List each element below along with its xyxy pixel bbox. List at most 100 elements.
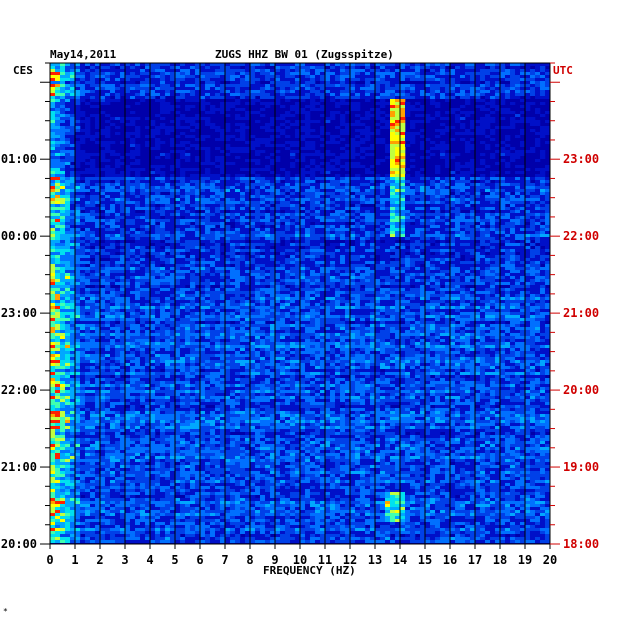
heatmap-cell	[205, 93, 211, 96]
heatmap-cell	[115, 90, 121, 93]
heatmap-cell	[400, 141, 406, 144]
heatmap-cell	[300, 216, 306, 219]
heatmap-cell	[295, 186, 301, 189]
heatmap-cell	[355, 213, 361, 216]
heatmap-cell	[370, 252, 376, 255]
heatmap-cell	[60, 216, 66, 219]
heatmap-cell	[155, 156, 161, 159]
heatmap-cell	[95, 132, 101, 135]
heatmap-cell	[230, 84, 236, 87]
heatmap-cell	[390, 111, 396, 114]
heatmap-cell	[390, 237, 396, 240]
heatmap-cell	[305, 84, 311, 87]
heatmap-cell	[425, 117, 431, 120]
heatmap-cell	[335, 252, 341, 255]
heatmap-cell	[475, 66, 481, 69]
heatmap-cell	[55, 171, 61, 174]
heatmap-cell	[390, 144, 396, 147]
heatmap-cell	[185, 195, 191, 198]
heatmap-cell	[385, 75, 391, 78]
heatmap-cell	[235, 138, 241, 141]
heatmap-cell	[80, 135, 86, 138]
heatmap-cell	[165, 90, 171, 93]
heatmap-cell	[395, 159, 401, 162]
heatmap-cell	[130, 93, 136, 96]
heatmap-cell	[320, 96, 326, 99]
heatmap-cell	[390, 81, 396, 84]
heatmap-cell	[75, 99, 81, 102]
heatmap-cell	[435, 201, 441, 204]
heatmap-cell	[330, 75, 336, 78]
heatmap-cell	[110, 231, 116, 234]
heatmap-cell	[55, 249, 61, 252]
heatmap-cell	[370, 228, 376, 231]
heatmap-cell	[240, 135, 246, 138]
heatmap-cell	[525, 246, 531, 249]
heatmap-cell	[370, 96, 376, 99]
heatmap-cell	[330, 216, 336, 219]
heatmap-cell	[300, 87, 306, 90]
heatmap-cell	[295, 93, 301, 96]
heatmap-cell	[370, 210, 376, 213]
heatmap-cell	[495, 69, 501, 72]
heatmap-cell	[400, 93, 406, 96]
heatmap-cell	[100, 129, 106, 132]
heatmap-cell	[420, 228, 426, 231]
heatmap-cell	[510, 96, 516, 99]
heatmap-cell	[495, 213, 501, 216]
heatmap-cell	[260, 96, 266, 99]
heatmap-cell	[370, 180, 376, 183]
heatmap-cell	[515, 120, 521, 123]
heatmap-cell	[145, 207, 151, 210]
heatmap-cell	[290, 150, 296, 153]
heatmap-cell	[240, 213, 246, 216]
heatmap-cell	[410, 108, 416, 111]
heatmap-cell	[490, 69, 496, 72]
heatmap-cell	[250, 168, 256, 171]
heatmap-cell	[495, 72, 501, 75]
heatmap-cell	[275, 87, 281, 90]
heatmap-cell	[415, 225, 421, 228]
heatmap-cell	[480, 72, 486, 75]
heatmap-cell	[410, 204, 416, 207]
heatmap-cell	[325, 213, 331, 216]
heatmap-cell	[75, 135, 81, 138]
heatmap-cell	[390, 162, 396, 165]
heatmap-cell	[360, 255, 366, 258]
heatmap-cell	[400, 180, 406, 183]
heatmap-cell	[535, 87, 541, 90]
heatmap-cell	[385, 246, 391, 249]
heatmap-cell	[290, 198, 296, 201]
heatmap-cell	[95, 225, 101, 228]
heatmap-cell	[375, 225, 381, 228]
heatmap-cell	[480, 216, 486, 219]
heatmap-cell	[520, 63, 526, 66]
heatmap-cell	[325, 219, 331, 222]
heatmap-cell	[105, 183, 111, 186]
heatmap-cell	[430, 81, 436, 84]
heatmap-cell	[330, 252, 336, 255]
heatmap-cell	[510, 84, 516, 87]
heatmap-cell	[400, 255, 406, 258]
heatmap-cell	[110, 90, 116, 93]
heatmap-cell	[485, 201, 491, 204]
heatmap-cell	[60, 144, 66, 147]
heatmap-cell	[330, 111, 336, 114]
heatmap-cell	[330, 72, 336, 75]
heatmap-cell	[395, 210, 401, 213]
heatmap-cell	[485, 195, 491, 198]
heatmap-cell	[240, 69, 246, 72]
heatmap-cell	[370, 258, 376, 261]
heatmap-cell	[480, 213, 486, 216]
heatmap-cell	[110, 204, 116, 207]
heatmap-cell	[290, 123, 296, 126]
heatmap-cell	[450, 84, 456, 87]
heatmap-cell	[50, 78, 56, 81]
heatmap-cell	[370, 132, 376, 135]
heatmap-cell	[385, 231, 391, 234]
heatmap-cell	[410, 75, 416, 78]
heatmap-cell	[60, 228, 66, 231]
heatmap-cell	[495, 171, 501, 174]
heatmap-cell	[520, 81, 526, 84]
heatmap-cell	[385, 249, 391, 252]
